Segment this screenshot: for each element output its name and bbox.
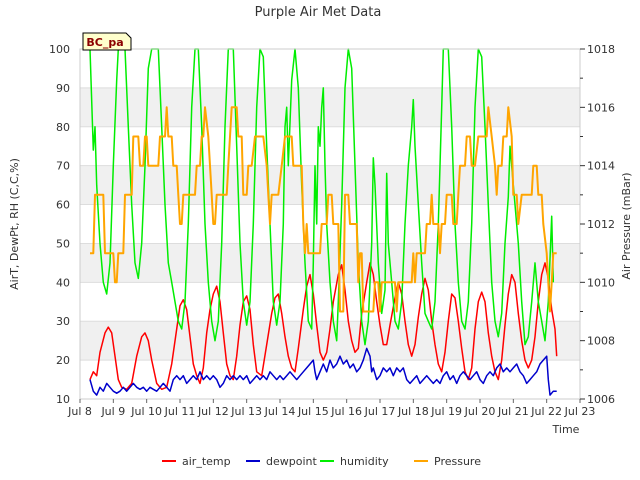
legend-item-humidity: humidity [320,455,389,468]
y-left-tick-label: 90 [56,82,70,95]
y-axis-right-label: Air Pressure (mBar) [620,172,633,279]
y-axis-left: 10 20 30 40 50 60 70 80 90 100 [49,43,70,406]
x-tick-label: Jul 14 [264,405,296,418]
y-left-tick-label: 20 [56,354,70,367]
y-right-tick-label: 1016 [587,101,615,114]
x-tick-label: Jul 8 [67,405,92,418]
grid-band [80,87,580,127]
y-left-tick-label: 30 [56,315,70,328]
x-axis-label: Time [552,423,580,436]
y-left-tick-label: 10 [56,393,70,406]
x-tick-label: Jul 21 [497,405,529,418]
legend-label: Pressure [434,455,481,468]
y-right-tick-label: 1010 [587,276,615,289]
x-tick-label: Jul 17 [364,405,396,418]
legend-item-pressure: Pressure [414,455,481,468]
y-right-tick-label: 1006 [587,393,615,406]
legend: air_temp dewpoint humidity Pressure [162,455,481,468]
y-right-tick-label: 1012 [587,218,615,231]
legend-item-air_temp: air_temp [162,455,231,468]
y-axis-right: 1006 1008 1010 1012 1014 1016 1018 [580,43,615,406]
station-badge-shape [82,32,132,51]
series-line-air_temp [89,262,558,391]
grid-band [80,165,580,205]
x-tick-label: Jul 15 [297,405,329,418]
x-axis: Jul 8 Jul 9 Jul 10 Jul 11 Jul 12 Jul 13 Jul 14… [67,399,595,418]
x-tick-label: Jul 23 [564,405,596,418]
x-tick-label: Jul 19 [430,405,462,418]
y-right-tick-label: 1008 [587,335,615,348]
x-tick-label: Jul 20 [464,405,496,418]
legend-label: air_temp [182,455,231,468]
y-left-tick-label: 40 [56,276,70,289]
x-tick-label: Jul 22 [530,405,562,418]
chart-title: Purple Air Met Data [255,5,382,20]
y-left-tick-label: 50 [56,237,70,250]
y-right-tick-label: 1018 [587,43,615,56]
y-left-tick-label: 80 [56,121,70,134]
x-tick-label: Jul 13 [230,405,262,418]
series-layer [89,48,558,396]
station-badge: BC_pa [82,32,132,51]
y-left-tick-label: 100 [49,43,70,56]
series-line-dewpoint [89,347,557,396]
series-line-pressure [90,106,557,313]
y-left-tick-label: 70 [56,160,70,173]
legend-item-dewpoint: dewpoint [246,455,317,468]
x-tick-label: Jul 11 [164,405,196,418]
x-tick-label: Jul 12 [197,405,229,418]
y-right-tick-label: 1014 [587,160,615,173]
y-axis-left-label: AirT, DewPt, RH (C,C,%) [8,158,21,290]
legend-label: humidity [340,455,389,468]
station-badge-label: BC_pa [86,36,123,49]
x-tick-label: Jul 16 [330,405,362,418]
x-tick-label: Jul 18 [397,405,429,418]
x-tick-label: Jul 10 [130,405,162,418]
y-left-tick-label: 60 [56,199,70,212]
x-tick-label: Jul 9 [100,405,125,418]
legend-label: dewpoint [266,455,317,468]
